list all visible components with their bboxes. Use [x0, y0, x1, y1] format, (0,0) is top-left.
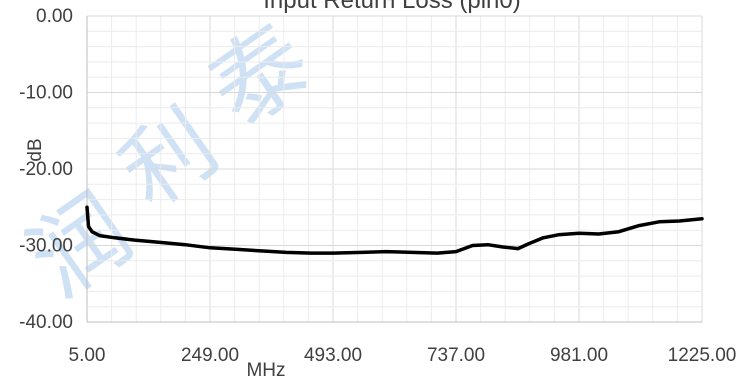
tick-labels: 5.00 249.00 493.00 737.00 981.00 1225.00 0.00 -…	[19, 6, 736, 366]
watermark-glyph: 利	[102, 90, 236, 228]
axes	[86, 16, 702, 323]
y-tick-label: -30.00	[19, 236, 73, 257]
y-axis-title: dB	[25, 138, 46, 161]
chart-title: Input Return Loss (pin0)	[263, 0, 520, 14]
x-tick-label: 5.00	[69, 345, 106, 366]
y-tick-label: -20.00	[19, 159, 73, 180]
x-tick-label: 981.00	[550, 345, 608, 366]
series-line	[85, 205, 704, 255]
y-tick-label: 0.00	[36, 6, 73, 27]
y-tick-label: -10.00	[19, 83, 73, 104]
y-tick-label: -40.00	[19, 312, 73, 333]
x-axis-title: MHz	[246, 360, 285, 381]
gridlines	[86, 15, 703, 323]
x-tick-label: 493.00	[304, 345, 362, 366]
series-layer	[85, 205, 704, 255]
x-tick-label: 249.00	[181, 345, 239, 366]
x-tick-label: 737.00	[427, 345, 485, 366]
x-tick-label: 1225.00	[668, 345, 737, 366]
